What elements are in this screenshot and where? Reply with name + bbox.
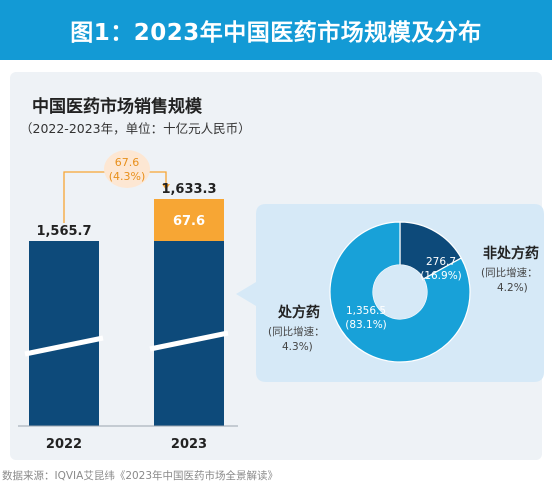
bar-increment-2023: [154, 199, 224, 241]
bar-2022: [29, 241, 99, 426]
bar-value-label: 1,633.3: [161, 182, 216, 197]
bar-chart-title: 中国医药市场销售规模: [32, 97, 202, 117]
rx-name-label: 处方药: [277, 304, 320, 321]
bar-chart-subtitle: （2022-2023年，单位：十亿元人民币）: [20, 121, 251, 136]
growth-bubble: [104, 150, 150, 188]
donut-chart: [329, 221, 471, 363]
increment-label: 67.6: [173, 214, 205, 229]
bar-2023: [154, 241, 224, 426]
donut-hole: [373, 265, 427, 319]
rx-growth-value: 4.3%): [282, 341, 313, 353]
source-note: 数据来源：IQVIA艾昆纬《2023年中国医药市场全景解读》: [2, 470, 279, 482]
x-tick-label: 2023: [171, 437, 207, 452]
otc-growth-value: 4.2%): [497, 282, 528, 294]
title-banner: 图1：2023年中国医药市场规模及分布: [0, 0, 552, 60]
growth-value-label: 67.6: [115, 156, 140, 169]
otc-growth-title: (同比增速：: [481, 266, 538, 279]
rx-value-label: 1,356.5: [346, 305, 386, 317]
rx-pct-label: (83.1%): [345, 319, 387, 331]
otc-name-label: 非处方药: [483, 245, 539, 262]
bar-value-label: 1,565.7: [36, 224, 91, 239]
growth-pct-label: (4.3%): [109, 170, 146, 183]
rx-growth-title: (同比增速：: [268, 325, 325, 338]
bar-series: 1,565.7 2022 67.6 1,633.3 2023: [18, 182, 238, 452]
x-tick-label: 2022: [46, 437, 82, 452]
page-title: 图1：2023年中国医药市场规模及分布: [70, 20, 482, 46]
otc-value-label: 276.7: [426, 256, 456, 268]
axis-break-mark: [149, 330, 229, 352]
otc-pct-label: (16.9%): [420, 270, 462, 282]
growth-arrowhead: [162, 184, 170, 190]
growth-connector-line: [63, 171, 167, 223]
axis-break-mark: [24, 335, 104, 357]
